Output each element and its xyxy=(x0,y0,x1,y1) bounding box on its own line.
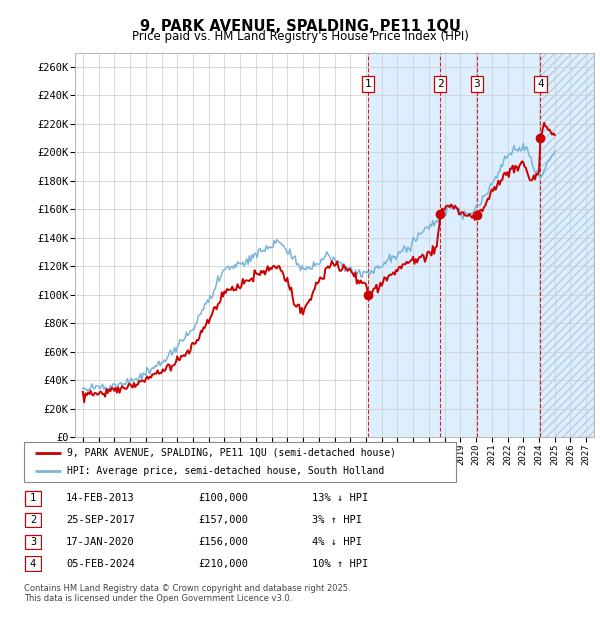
Text: 3: 3 xyxy=(473,79,480,89)
Text: 13% ↓ HPI: 13% ↓ HPI xyxy=(312,494,368,503)
Text: 9, PARK AVENUE, SPALDING, PE11 1QU (semi-detached house): 9, PARK AVENUE, SPALDING, PE11 1QU (semi… xyxy=(67,448,396,458)
Text: 14-FEB-2013: 14-FEB-2013 xyxy=(66,494,135,503)
FancyBboxPatch shape xyxy=(25,534,41,549)
FancyBboxPatch shape xyxy=(25,513,41,528)
Text: 25-SEP-2017: 25-SEP-2017 xyxy=(66,515,135,525)
Text: Price paid vs. HM Land Registry's House Price Index (HPI): Price paid vs. HM Land Registry's House … xyxy=(131,30,469,43)
Text: 4% ↓ HPI: 4% ↓ HPI xyxy=(312,537,362,547)
Text: 3: 3 xyxy=(30,537,36,547)
Text: This data is licensed under the Open Government Licence v3.0.: This data is licensed under the Open Gov… xyxy=(24,593,292,603)
Text: HPI: Average price, semi-detached house, South Holland: HPI: Average price, semi-detached house,… xyxy=(67,466,385,477)
Bar xyxy=(541,53,594,437)
FancyBboxPatch shape xyxy=(24,442,456,482)
Text: 4: 4 xyxy=(30,559,36,569)
Text: 1: 1 xyxy=(30,494,36,503)
Text: 2: 2 xyxy=(30,515,36,525)
Text: £156,000: £156,000 xyxy=(198,537,248,547)
Text: £100,000: £100,000 xyxy=(198,494,248,503)
Text: 17-JAN-2020: 17-JAN-2020 xyxy=(66,537,135,547)
Text: 05-FEB-2024: 05-FEB-2024 xyxy=(66,559,135,569)
FancyBboxPatch shape xyxy=(25,556,41,571)
Text: £210,000: £210,000 xyxy=(198,559,248,569)
Text: 2: 2 xyxy=(437,79,444,89)
Text: Contains HM Land Registry data © Crown copyright and database right 2025.: Contains HM Land Registry data © Crown c… xyxy=(24,583,350,593)
Text: 1: 1 xyxy=(364,79,371,89)
Text: £157,000: £157,000 xyxy=(198,515,248,525)
Bar xyxy=(368,53,594,437)
FancyBboxPatch shape xyxy=(25,491,41,506)
Text: 4: 4 xyxy=(537,79,544,89)
Text: 9, PARK AVENUE, SPALDING, PE11 1QU: 9, PARK AVENUE, SPALDING, PE11 1QU xyxy=(140,19,460,33)
Text: 10% ↑ HPI: 10% ↑ HPI xyxy=(312,559,368,569)
Text: 3% ↑ HPI: 3% ↑ HPI xyxy=(312,515,362,525)
